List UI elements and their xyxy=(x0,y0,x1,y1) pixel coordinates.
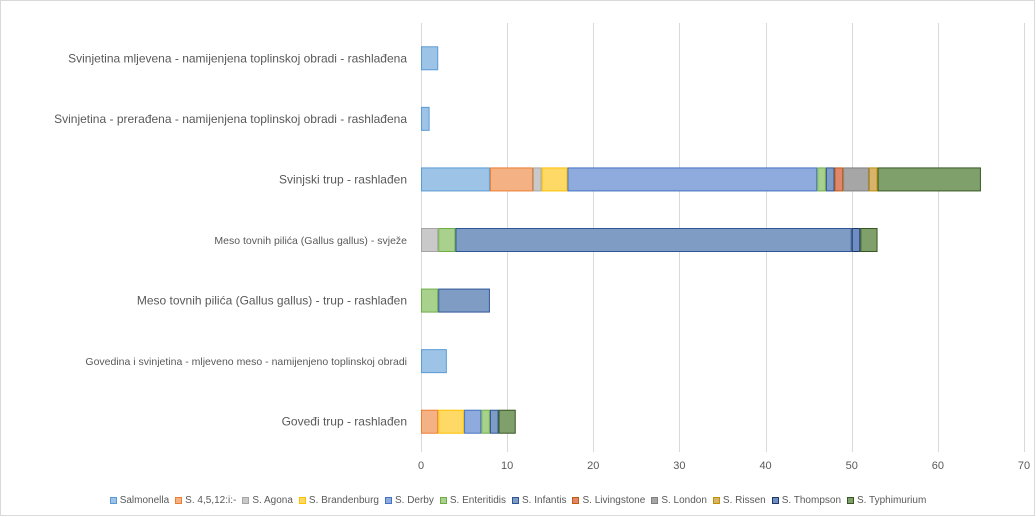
x-tick-label: 50 xyxy=(846,460,858,472)
legend-label: Salmonella xyxy=(119,495,170,506)
bar-segment xyxy=(421,106,430,131)
bar-segment xyxy=(567,167,818,192)
bar-segment xyxy=(438,228,456,252)
x-tick-label: 70 xyxy=(1018,460,1030,472)
legend-item: S. 4,5,12:i:- xyxy=(175,495,236,506)
legend-label: S. 4,5,12:i:- xyxy=(185,495,237,506)
category-labels: Svinjetina mljevena - namijenjena toplin… xyxy=(54,51,407,428)
category-label: Goveđi trup - rashlađen xyxy=(282,415,407,429)
legend-label: S. Derby xyxy=(394,495,434,506)
legend-item: S. Livingstone xyxy=(572,495,645,506)
bar-segment xyxy=(817,167,826,192)
x-tick-label: 30 xyxy=(673,460,685,472)
legend-item: S. Brandenburg xyxy=(298,495,379,506)
legend-label: S. London xyxy=(661,495,707,506)
legend-swatch xyxy=(384,497,392,504)
legend-item: Salmonella xyxy=(109,495,170,506)
legend: Salmonella S. 4,5,12:i:- S. Agona S. Brande… xyxy=(0,495,1036,506)
x-tick-label: 10 xyxy=(501,460,513,472)
legend-label: S. Livingstone xyxy=(582,495,646,506)
legend-label: S. Enteritidis xyxy=(449,495,507,506)
category-label: Govedina i svinjetina - mljeveno meso - … xyxy=(85,356,407,368)
category-label: Svinjski trup - rashlađen xyxy=(279,172,407,186)
bar-segment xyxy=(489,409,499,434)
bar-segment xyxy=(541,167,568,192)
legend-label: S. Typhimurium xyxy=(857,495,927,506)
legend-swatch xyxy=(847,497,855,504)
category-label: Meso tovnih pilića (Gallus gallus) - tru… xyxy=(137,294,407,308)
bar-segment xyxy=(455,228,852,252)
legend-swatch xyxy=(572,497,580,504)
bar-segment xyxy=(851,228,861,252)
bar-segment xyxy=(464,409,482,434)
x-tick-label: 20 xyxy=(587,460,599,472)
legend-label: S. Rissen xyxy=(722,495,766,506)
legend-item: S. Thompson xyxy=(771,495,842,506)
legend-swatch xyxy=(242,497,250,504)
legend-item: S. Derby xyxy=(384,495,434,506)
x-axis-tick-labels: 0 10 20 30 40 50 60 70 xyxy=(418,460,1030,472)
legend-item: S. London xyxy=(651,495,707,506)
legend-swatch xyxy=(175,497,183,504)
legend-label: S. Agona xyxy=(252,495,293,506)
legend-swatch xyxy=(512,497,520,504)
legend-item: S. Agona xyxy=(242,495,293,506)
legend-swatch xyxy=(712,497,720,504)
x-tick-label: 40 xyxy=(759,460,771,472)
legend-label: S. Thompson xyxy=(781,495,842,506)
gridlines xyxy=(421,23,1025,452)
x-tick-label: 60 xyxy=(932,460,944,472)
bar-segment xyxy=(421,288,439,313)
bar-segment xyxy=(421,409,439,434)
bar-segment xyxy=(843,167,869,192)
bar-segment xyxy=(825,167,835,192)
legend-label: S. Brandenburg xyxy=(308,495,379,506)
bar-segment xyxy=(868,167,878,192)
bar-segment xyxy=(421,167,490,192)
bar-segment xyxy=(481,409,490,434)
bar-segment xyxy=(438,409,465,434)
legend-swatch xyxy=(651,497,659,504)
bar-segment xyxy=(834,167,844,192)
legend-item: S. Enteritidis xyxy=(439,495,507,506)
legend-item: S. Typhimurium xyxy=(847,495,926,506)
legend-item: S. Rissen xyxy=(712,495,766,506)
bars xyxy=(421,46,981,434)
bar-segment xyxy=(860,228,878,252)
bar-segment xyxy=(498,409,516,434)
category-label: Meso tovnih pilića (Gallus gallus) - svj… xyxy=(214,235,407,247)
bar-segment xyxy=(438,288,490,313)
legend-swatch xyxy=(109,497,117,504)
legend-swatch xyxy=(298,497,306,504)
bar-segment xyxy=(489,167,533,192)
bar-segment xyxy=(421,46,439,71)
legend-item: S. Infantis xyxy=(512,495,566,506)
legend-swatch xyxy=(439,497,447,504)
category-label: Svinjetina - prerađena - namijenjena top… xyxy=(54,112,407,126)
x-tick-label: 0 xyxy=(418,460,424,472)
bar-segment xyxy=(421,349,447,374)
legend-label: S. Infantis xyxy=(522,495,567,506)
bar-segment xyxy=(532,167,542,192)
legend-swatch xyxy=(771,497,779,504)
category-label: Svinjetina mljevena - namijenjena toplin… xyxy=(68,51,407,65)
bar-segment xyxy=(877,167,981,192)
bar-segment xyxy=(421,228,439,252)
